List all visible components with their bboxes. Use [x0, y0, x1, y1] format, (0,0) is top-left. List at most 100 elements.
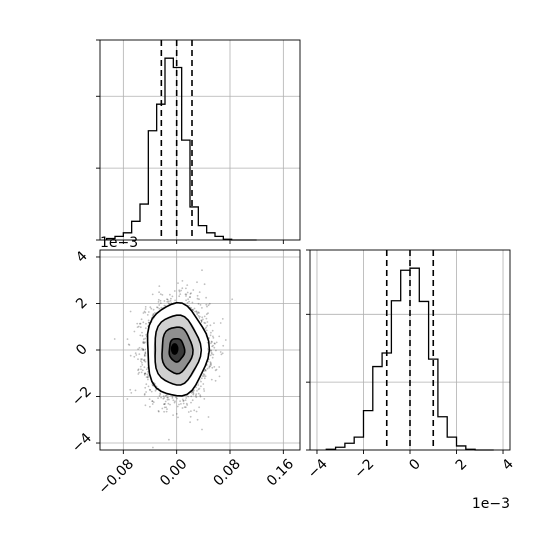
- scatter-point: [178, 290, 181, 293]
- scatter-point: [162, 397, 165, 400]
- scatter-point: [149, 389, 152, 391]
- scatter-point: [138, 353, 141, 355]
- scatter-point: [143, 355, 146, 357]
- scatter-point: [203, 375, 205, 377]
- scatter-point: [213, 346, 216, 349]
- scatter-point: [148, 388, 151, 391]
- scatter-point: [195, 311, 198, 313]
- scatter-point: [182, 400, 185, 402]
- scatter-point: [192, 390, 195, 392]
- scatter-point: [187, 395, 190, 398]
- scatter-point: [196, 297, 199, 300]
- scatter-point: [210, 378, 213, 381]
- scatter-point: [161, 294, 164, 296]
- scatter-point: [188, 304, 190, 307]
- scatter-point: [176, 405, 179, 408]
- scatter-point: [144, 337, 147, 340]
- scatter-point: [171, 295, 174, 298]
- scatter-point: [142, 312, 145, 314]
- x-tick-label: 0: [406, 456, 424, 474]
- scatter-point: [143, 372, 146, 375]
- scatter-point: [203, 377, 206, 380]
- scatter-point: [141, 358, 143, 361]
- scatter-point: [185, 293, 188, 296]
- scatter-point: [144, 404, 147, 407]
- scatter-point: [137, 373, 140, 375]
- scatter-point: [192, 391, 194, 394]
- x-tick-label: 0.00: [157, 456, 190, 489]
- scatter-point: [157, 410, 160, 412]
- scatter-point: [145, 334, 148, 336]
- scatter-point: [190, 392, 193, 394]
- scatter-point: [179, 400, 182, 402]
- scatter-point: [160, 306, 163, 309]
- scatter-point: [186, 284, 189, 286]
- scatter-point: [156, 306, 159, 309]
- scatter-point: [204, 322, 207, 324]
- scatter-point: [140, 371, 143, 374]
- scatter-point: [150, 390, 153, 393]
- scatter-point: [190, 292, 192, 294]
- scatter-point: [163, 403, 166, 406]
- scatter-point: [145, 391, 148, 393]
- scatter-point: [181, 287, 184, 290]
- scatter-point: [151, 293, 154, 296]
- x-tick-label: 2: [453, 456, 471, 474]
- scatter-point: [200, 320, 203, 323]
- scatter-point: [203, 315, 206, 318]
- scatter-point: [210, 331, 212, 334]
- scatter-point: [129, 388, 132, 391]
- scatter-point: [127, 343, 130, 346]
- scatter-point: [212, 335, 214, 338]
- scatter-point: [195, 393, 198, 396]
- scatter-point: [136, 322, 139, 325]
- histogram-param-1-grid: [100, 40, 300, 241]
- scatter-point: [140, 360, 142, 362]
- histogram-panel-param-2: −4 −2 0 2 4 1e−3: [305, 249, 517, 512]
- scatter-point: [203, 398, 206, 400]
- scatter-point: [188, 300, 191, 303]
- histogram-param-1-ticks: [96, 39, 284, 244]
- scatter-point: [199, 395, 202, 398]
- scatter-point: [143, 342, 146, 344]
- scatter-point: [137, 369, 140, 372]
- scatter-point: [142, 359, 145, 361]
- scatter-point: [126, 398, 129, 400]
- scatter-point: [165, 394, 168, 396]
- scatter-point: [201, 428, 203, 431]
- scatter-point: [130, 392, 133, 394]
- scatter-point: [142, 338, 145, 341]
- scatter-point: [211, 345, 214, 348]
- scatter-point: [199, 394, 202, 397]
- scatter-point: [189, 415, 192, 418]
- scatter-point: [144, 354, 146, 356]
- scatter-point: [220, 353, 223, 356]
- scatter-point: [166, 300, 169, 303]
- scatter-point: [159, 392, 162, 395]
- histogram-param-1-frame: [99, 39, 301, 241]
- scatter-point: [142, 321, 145, 324]
- scatter-point: [208, 366, 211, 369]
- scatter-point: [200, 319, 203, 322]
- scatter-point: [151, 314, 154, 317]
- scatter-point: [136, 326, 139, 328]
- scatter-point: [143, 354, 146, 356]
- y-tick-label: −2: [69, 384, 95, 410]
- scatter-point: [167, 396, 169, 399]
- scatter-point: [185, 299, 188, 302]
- scatter-point: [203, 373, 206, 376]
- scatter-point: [146, 376, 149, 378]
- scatter-point: [128, 344, 131, 346]
- scatter-point: [186, 291, 189, 294]
- scatter-point: [197, 392, 200, 395]
- scatter-point: [147, 319, 150, 322]
- scatter-point: [195, 410, 198, 413]
- scatter-point: [178, 295, 181, 298]
- scatter-point: [200, 377, 203, 380]
- scatter-point: [171, 395, 174, 398]
- histogram-param-2-quantiles: [385, 250, 435, 450]
- histogram-param-2-frame: [309, 249, 511, 451]
- scatter-point: [147, 311, 150, 313]
- scatter-point: [169, 300, 172, 302]
- scatter-point: [198, 315, 201, 318]
